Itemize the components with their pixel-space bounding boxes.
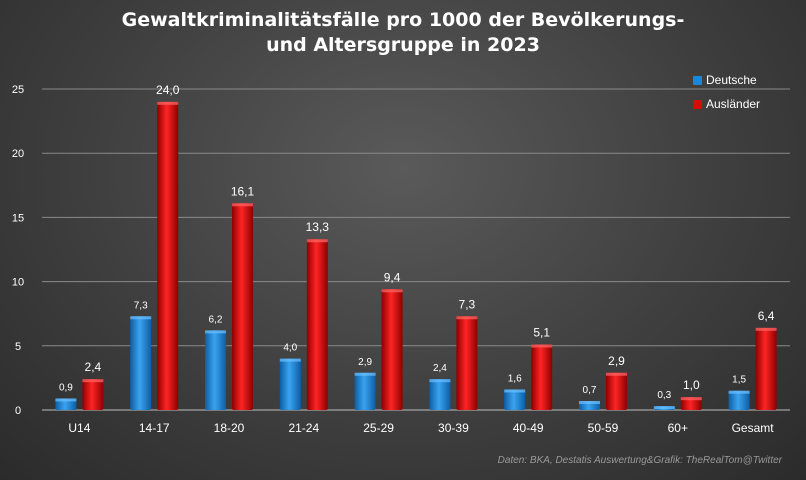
x-tick-label: 14-17 xyxy=(139,421,170,435)
data-label: 2,4 xyxy=(433,363,447,374)
data-label: 7,3 xyxy=(459,297,476,311)
bar-auslaender xyxy=(381,289,403,410)
bar-auslaender xyxy=(456,316,478,410)
source-note: Daten: BKA, Destatis Auswertung&Grafik: … xyxy=(497,455,782,466)
data-label: 2,9 xyxy=(608,354,625,368)
data-label: 0,3 xyxy=(657,390,671,401)
x-tick-label: 21-24 xyxy=(288,421,319,435)
y-tick-label: 25 xyxy=(12,84,24,96)
data-label: 24,0 xyxy=(156,83,180,97)
x-tick-label: 50-59 xyxy=(588,421,619,435)
chart-title-line-1: Gewaltkriminalitätsfälle pro 1000 der Be… xyxy=(121,9,685,31)
bar-top-highlight xyxy=(653,406,675,410)
legend-item-deutsche: Deutsche xyxy=(693,68,760,92)
data-label: 5,1 xyxy=(533,326,550,340)
y-tick-label: 0 xyxy=(15,405,21,417)
data-label: 13,3 xyxy=(306,220,330,234)
bar-auslaender xyxy=(232,203,253,410)
x-tick-label: 18-20 xyxy=(214,421,245,435)
bar-top-highlight xyxy=(306,239,328,243)
x-tick-label: 25-29 xyxy=(363,421,394,435)
data-label: 6,2 xyxy=(209,314,223,325)
bar-top-highlight xyxy=(606,372,627,376)
legend-label-deutsche: Deutsche xyxy=(706,73,757,87)
bar-auslaender xyxy=(306,239,328,410)
data-label: 2,4 xyxy=(85,360,102,374)
bar-deutsche xyxy=(429,379,451,410)
bar-top-highlight xyxy=(429,379,451,383)
y-tick-label: 10 xyxy=(12,277,24,289)
bar-top-highlight xyxy=(680,397,702,401)
data-label: 9,4 xyxy=(384,270,401,284)
bar-top-highlight xyxy=(205,330,226,334)
legend-swatch-auslaender xyxy=(693,99,702,109)
data-label: 2,9 xyxy=(358,357,372,368)
bar-top-highlight xyxy=(55,398,77,402)
data-label: 4,0 xyxy=(283,343,297,354)
bar-top-highlight xyxy=(381,289,403,293)
y-tick-label: 5 xyxy=(15,341,21,353)
x-tick-label: 40-49 xyxy=(513,421,544,435)
bar-auslaender xyxy=(157,101,179,410)
data-label: 1,0 xyxy=(683,378,700,392)
bar-top-highlight xyxy=(531,344,553,348)
legend-swatch-deutsche xyxy=(693,75,702,85)
bar-top-highlight xyxy=(157,101,179,105)
bar-auslaender xyxy=(755,327,777,410)
data-label: 0,7 xyxy=(583,385,597,396)
bar-deutsche xyxy=(728,390,750,410)
chart-title: Gewaltkriminalitätsfälle pro 1000 der Be… xyxy=(0,8,806,58)
x-tick-label: 30-39 xyxy=(438,421,469,435)
bar-deutsche xyxy=(205,330,226,410)
y-tick-label: 20 xyxy=(12,148,24,160)
bar-top-highlight xyxy=(755,327,777,331)
bar-auslaender xyxy=(82,379,104,410)
legend: Deutsche Ausländer xyxy=(693,68,760,116)
legend-label-auslaender: Ausländer xyxy=(706,97,761,111)
data-label: 1,6 xyxy=(508,373,522,384)
bar-auslaender xyxy=(680,397,702,410)
bar-top-highlight xyxy=(354,372,376,376)
bar-top-highlight xyxy=(232,203,253,207)
bar-top-highlight xyxy=(279,358,301,362)
data-label: 16,1 xyxy=(231,184,255,198)
bar-deutsche xyxy=(279,358,301,410)
y-tick-label: 15 xyxy=(12,212,24,224)
data-label: 6,4 xyxy=(758,309,775,323)
data-label: 1,5 xyxy=(732,375,746,386)
data-label: 7,3 xyxy=(134,300,148,311)
bar-deutsche xyxy=(354,372,376,410)
bar-deutsche xyxy=(504,389,526,410)
bar-auslaender xyxy=(531,344,553,410)
bar-top-highlight xyxy=(130,316,152,320)
bar-auslaender xyxy=(606,372,627,410)
bar-top-highlight xyxy=(82,379,104,383)
x-tick-label: U14 xyxy=(68,421,90,435)
x-tick-label: 60+ xyxy=(668,421,688,435)
bar-top-highlight xyxy=(504,389,526,393)
x-tick-label: Gesamt xyxy=(732,421,775,435)
legend-item-auslaender: Ausländer xyxy=(693,92,760,116)
bar-deutsche xyxy=(130,316,152,410)
bar-top-highlight xyxy=(728,390,750,394)
data-label: 0,9 xyxy=(59,382,73,393)
bar-top-highlight xyxy=(579,401,600,405)
chart-title-line-2: und Altersgruppe in 2023 xyxy=(266,34,540,56)
bar-top-highlight xyxy=(456,316,478,320)
